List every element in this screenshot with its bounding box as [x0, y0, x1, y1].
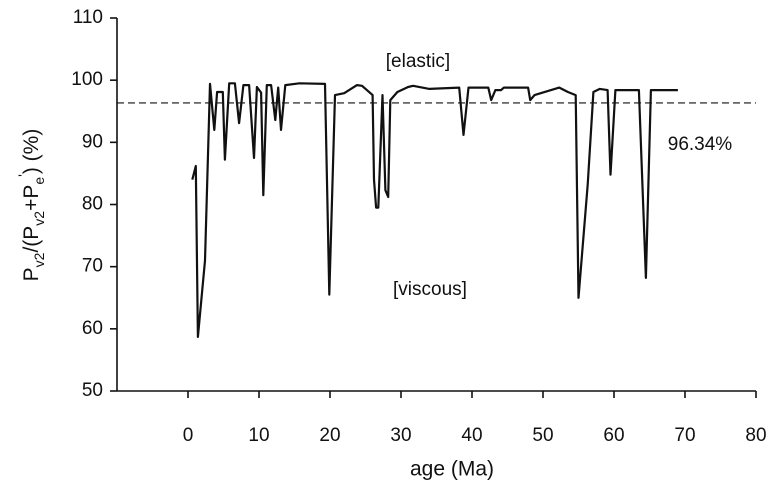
y-axis-title-part: v2: [31, 211, 47, 226]
y-tick-label: 70: [82, 256, 103, 277]
y-axis-title-part: ': [15, 174, 31, 177]
annotation: [elastic]: [386, 51, 450, 72]
x-tick-label: 70: [674, 425, 695, 446]
data-line: [191, 82, 678, 338]
y-tick-label: 90: [82, 131, 103, 152]
y-axis-title-part: v2: [31, 252, 47, 267]
x-tick-label: 20: [319, 425, 340, 446]
x-tick-label: 40: [461, 425, 482, 446]
y-axis-title-part: /(P: [20, 226, 43, 253]
x-tick-label: 80: [745, 425, 766, 446]
y-axis-title: Pv2/(Pv2+Pe') (%): [15, 129, 47, 282]
x-axis-title: age (Ma): [410, 458, 494, 481]
reference-label: 96.34%: [668, 134, 733, 155]
y-axis-title-part: ) (%): [20, 129, 43, 175]
y-axis-title-part: P: [20, 267, 43, 281]
x-tick-label: 30: [390, 425, 411, 446]
x-tick-label: 50: [532, 425, 553, 446]
y-tick-label: 100: [71, 69, 103, 90]
y-tick-label: 110: [73, 7, 103, 28]
annotation: [viscous]: [393, 279, 467, 300]
y-tick-label: 50: [82, 380, 103, 401]
x-tick-label: 0: [183, 425, 194, 446]
x-tick-label: 60: [603, 425, 624, 446]
y-tick-label: 60: [82, 318, 103, 339]
y-axis-title-part: e: [31, 177, 47, 185]
y-axis-title-part: +P: [20, 185, 43, 211]
x-tick-label: 10: [248, 425, 269, 446]
y-tick-label: 80: [82, 194, 103, 215]
